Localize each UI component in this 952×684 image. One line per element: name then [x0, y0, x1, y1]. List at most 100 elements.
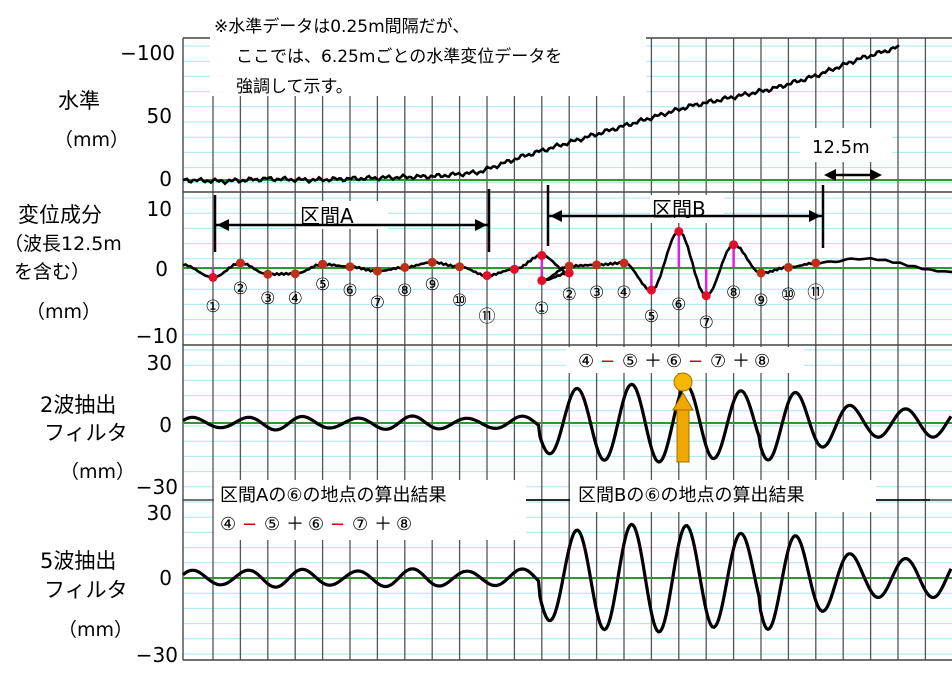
formula-term: ④ [220, 514, 236, 535]
displacement-point [345, 262, 355, 272]
formula-term: ⑧ [396, 514, 412, 535]
disp-sub1: （波長12.5m [4, 233, 122, 255]
scale-bg [800, 128, 892, 162]
displacement-point [290, 269, 300, 279]
displacement-point [756, 268, 766, 278]
formula-term: ＋ [644, 351, 662, 372]
formula-b: ④ − ⑤ ＋ ⑥ − ⑦ ＋ ⑧ [578, 351, 770, 372]
formula-term: ⑥ [308, 514, 324, 535]
formula-term: − [600, 351, 615, 372]
f2-label: 2波抽出 [40, 393, 116, 417]
formula-term: ⑦ [710, 351, 726, 372]
scale-arrowhead-right [870, 169, 882, 181]
point-label-b: ⑨ [753, 291, 768, 311]
displacement-point [318, 259, 328, 269]
formula-term: ⑧ [754, 351, 770, 372]
scale-arrowhead-left [824, 169, 836, 181]
result-b-label: 区間Bの⑥の地点の算出結果 [578, 485, 804, 506]
formula-term: ④ [578, 351, 594, 372]
displacement-point [537, 276, 547, 286]
filter5-series-line [181, 522, 952, 634]
point-label-a: ⑧ [397, 281, 412, 301]
point-label-b: ⑪ [807, 283, 824, 303]
formula-term: − [330, 514, 345, 535]
displacement-point [646, 285, 656, 295]
tick-level-50: 50 [147, 104, 172, 128]
tick-level-0: 0 [159, 167, 172, 191]
level-label: 水準 [58, 89, 100, 113]
displacement-point [674, 227, 684, 236]
point-label-a: ③ [260, 289, 275, 309]
displacement-point [811, 258, 821, 268]
tick-f2-m30: −30 [136, 475, 178, 499]
formula-term: ⑤ [622, 351, 638, 372]
f5-unit: （mm） [58, 619, 133, 641]
section-a-arrow-right [475, 219, 487, 231]
section-brackets: 区間A 区間B [213, 185, 825, 252]
formula-term: ⑤ [264, 514, 280, 535]
section-b-label: 区間B [652, 197, 706, 221]
formula-term: ＋ [732, 351, 750, 372]
f2-unit: （mm） [60, 461, 135, 483]
scale-label: 12.5m [812, 137, 870, 158]
formula-term: ＋ [374, 514, 392, 535]
panel-labels: 水準 （mm） 変位成分 （波長12.5m を含む） （mm） 2波抽出 フィル… [4, 89, 135, 641]
f5-sub: フィルタ [44, 578, 128, 602]
point-label-a: ① [205, 297, 220, 317]
result-a-bg [214, 480, 526, 540]
filter2-series-line [182, 382, 952, 464]
displacement-point [235, 258, 245, 268]
point-label-b: ④ [616, 283, 631, 303]
tick-level-100: −100 [120, 41, 175, 65]
tick-f5-0: 0 [159, 566, 172, 590]
scale-annotation: 12.5m [800, 128, 892, 181]
result-a-label: 区間Aの⑥の地点の算出結果 [220, 485, 446, 506]
point-label-a: ⑦ [370, 293, 385, 313]
displacement-point [537, 250, 547, 260]
disp-sub2: を含む） [14, 261, 90, 283]
point-label-a: ⑥ [342, 281, 357, 301]
note-bg [210, 8, 646, 96]
point-label-b: ⑧ [726, 283, 741, 303]
point-label-b: ① [534, 299, 549, 319]
result-annotations: 区間Aの⑥の地点の算出結果 ④ − ⑤ ＋ ⑥ − ⑦ ＋ ⑧ 区間Bの⑥の地点の算出結果 ④ −… [214, 347, 930, 540]
point-label-b: ⑦ [699, 313, 714, 333]
tick-f5-m30: −30 [136, 643, 178, 667]
displacement-point [564, 268, 574, 278]
point-label-b: ⑥ [671, 295, 686, 315]
section-b-arrow-left [550, 210, 562, 222]
note-line1: ※水準データは0.25m間隔だが、 [214, 16, 469, 37]
displacement-point [619, 258, 629, 268]
result-b-bg [570, 480, 876, 512]
tick-labels: −100 50 0 10 0 −10 30 0 −30 30 0 −30 [120, 41, 178, 667]
note: ※水準データは0.25m間隔だが、 ここでは、6.25mごとの水準変位データを … [210, 8, 646, 97]
displacement-point [564, 261, 574, 271]
displacement-point [509, 264, 519, 274]
point-label-a: ⑨ [425, 275, 440, 295]
section-a-arrow-left [217, 219, 229, 231]
displacement-point [208, 272, 218, 282]
displacement-point [482, 271, 492, 281]
tick-f2-30: 30 [147, 351, 172, 375]
tick-disp-10: 10 [147, 197, 172, 221]
point-label-a: ⑩ [452, 291, 467, 311]
f5-label: 5波抽出 [40, 549, 116, 573]
point-label-a: ⑪ [479, 307, 496, 327]
formula-b-bg [566, 347, 804, 373]
tick-f5-30: 30 [147, 501, 172, 525]
point-label-b: ② [562, 285, 577, 305]
tick-disp-0: 0 [155, 257, 168, 281]
arrow-shaft [676, 405, 690, 463]
note-line3: 強調して示す。 [236, 77, 353, 97]
tick-disp-m10: −10 [136, 324, 178, 348]
arrow-dot [673, 372, 693, 392]
displacement-point [400, 262, 410, 272]
displacement-point [783, 262, 793, 272]
point-label-b: ⑤ [644, 307, 659, 327]
curves [181, 44, 952, 634]
highlight-arrow [672, 372, 694, 463]
f2-sub: フィルタ [44, 421, 128, 445]
